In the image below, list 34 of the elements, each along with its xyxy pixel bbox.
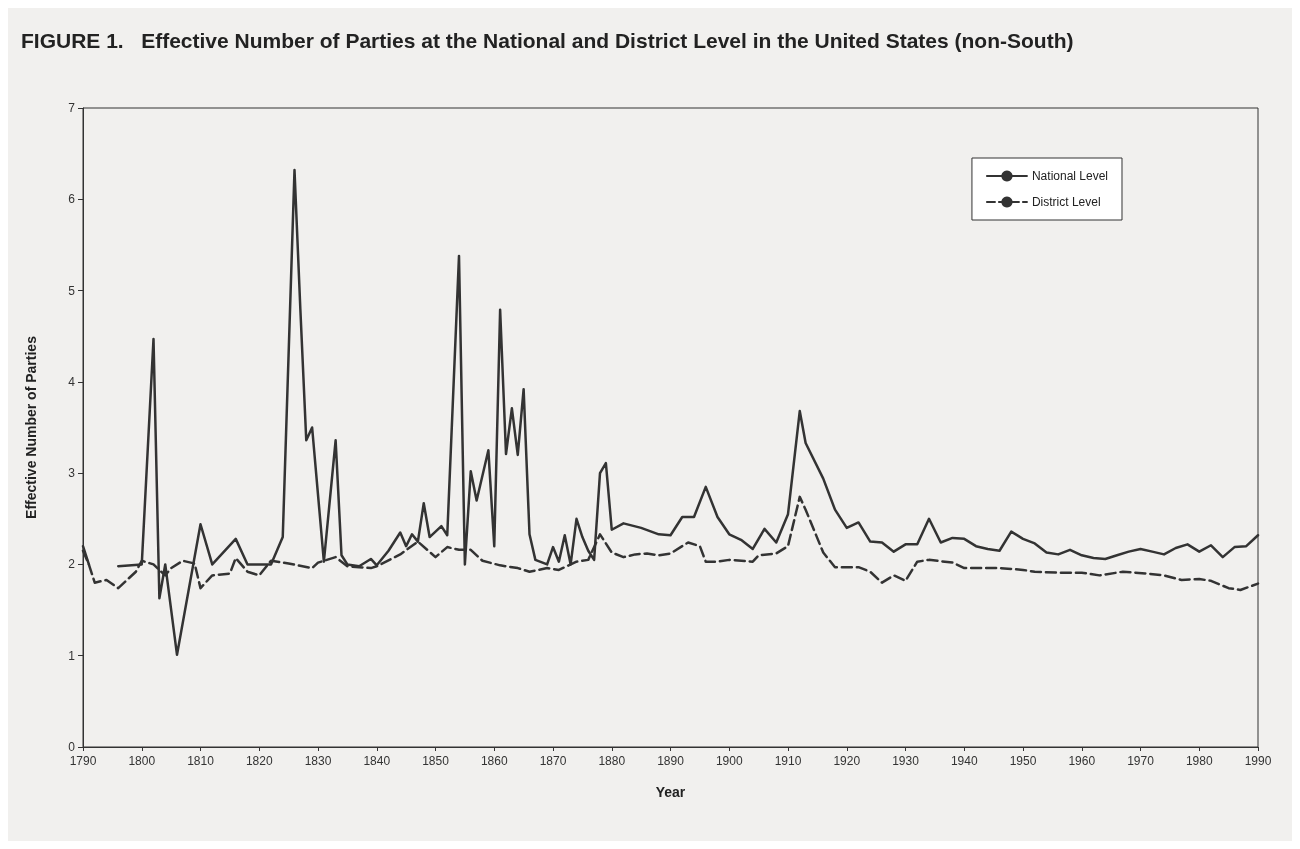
y-tick-label: 0 bbox=[68, 740, 76, 754]
y-tick-label: 5 bbox=[68, 283, 76, 298]
legend-label: District Level bbox=[1031, 195, 1101, 209]
x-tick-label: 1980 bbox=[1185, 754, 1213, 768]
x-tick-label: 1830 bbox=[304, 754, 332, 768]
x-tick-label: 1910 bbox=[774, 754, 802, 768]
chart-title: FIGURE 1. Effective Number of Parties at the National and District Level in the United States (non-South) bbox=[21, 29, 1074, 52]
x-tick-label: 1960 bbox=[1068, 754, 1096, 768]
x-tick-label: 1990 bbox=[1244, 754, 1272, 768]
x-tick-label: 1840 bbox=[363, 754, 391, 768]
x-tick-label: 1820 bbox=[245, 754, 273, 768]
x-tick-label: 1860 bbox=[480, 754, 508, 768]
x-tick-label: 1850 bbox=[422, 754, 450, 768]
y-tick-label: 6 bbox=[68, 192, 76, 207]
x-tick-label: 1950 bbox=[1009, 754, 1037, 768]
x-tick-label: 1870 bbox=[539, 754, 567, 768]
y-tick-label: 4 bbox=[68, 374, 76, 389]
y-tick-label: 2 bbox=[68, 557, 76, 572]
x-tick-label: 1890 bbox=[657, 754, 685, 768]
x-tick-label: 1970 bbox=[1127, 754, 1155, 768]
x-tick-label: 1790 bbox=[69, 754, 97, 768]
x-tick-label: 1900 bbox=[715, 754, 743, 768]
y-axis-title: Effective Number of Parties bbox=[23, 335, 39, 519]
y-tick-label: 3 bbox=[68, 466, 76, 481]
x-axis-title: Year bbox=[655, 784, 686, 800]
x-tick-label: 1940 bbox=[950, 754, 978, 768]
x-tick-label: 1880 bbox=[598, 754, 626, 768]
y-tick-label: 1 bbox=[68, 648, 76, 663]
x-tick-label: 1920 bbox=[833, 754, 861, 768]
y-tick-label: 7 bbox=[68, 101, 76, 115]
legend-label: National Level bbox=[1031, 169, 1109, 183]
x-tick-label: 1800 bbox=[128, 754, 156, 768]
x-tick-label: 1930 bbox=[892, 754, 920, 768]
x-tick-label: 1810 bbox=[187, 754, 215, 768]
